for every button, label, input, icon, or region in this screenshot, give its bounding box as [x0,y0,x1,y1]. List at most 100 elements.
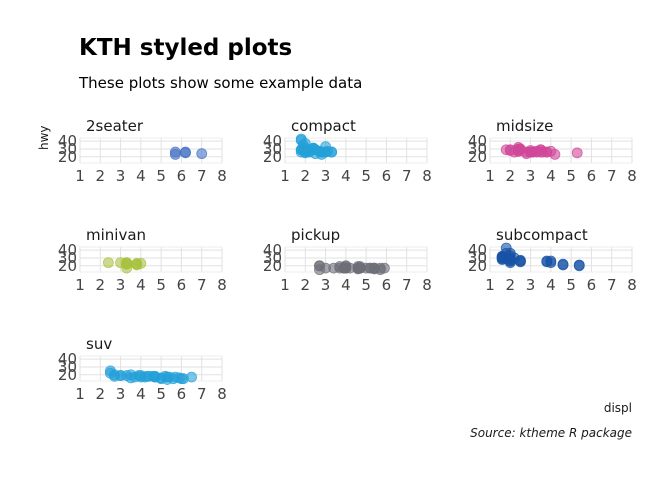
data-point [149,371,161,383]
y-tick-label: 20 [58,366,77,384]
y-tick-label: 40 [468,132,487,150]
data-point [196,148,208,160]
y-tick-label: 40 [58,132,77,150]
y-tick-label: 40 [468,241,487,259]
data-point [549,149,561,160]
x-tick-label: 4 [546,167,556,185]
x-tick-label: 1 [75,276,85,294]
x-tick-label: 6 [587,276,597,294]
x-tick-label: 1 [75,385,85,403]
x-tick-label: 5 [156,385,166,403]
x-tick-label: 4 [136,167,146,185]
data-point [500,144,512,156]
y-tick-label: 40 [58,241,77,259]
y-tick-label: 20 [468,148,487,166]
x-tick-label: 6 [587,167,597,185]
x-axis-label: displ [603,401,632,415]
x-tick-label: 5 [156,167,166,185]
x-tick-label: 4 [136,276,146,294]
y-tick-label: 20 [468,257,487,275]
x-tick-label: 2 [301,276,311,294]
x-tick-label: 8 [627,276,637,294]
x-tick-label: 3 [116,276,126,294]
x-tick-label: 1 [280,167,290,185]
x-tick-label: 6 [382,167,392,185]
y-tick-label: 30 [58,140,77,158]
data-point [531,145,543,157]
x-tick-label: 5 [156,276,166,294]
x-tick-label: 2 [301,167,311,185]
y-tick-label: 20 [263,148,282,166]
x-tick-label: 1 [485,276,495,294]
x-tick-label: 1 [280,276,290,294]
y-tick-label: 30 [468,249,487,267]
x-tick-label: 4 [341,167,351,185]
x-tick-label: 5 [361,167,371,185]
x-tick-label: 7 [402,276,412,294]
data-point [545,257,557,269]
x-tick-label: 6 [177,385,187,403]
x-tick-label: 8 [217,385,227,403]
facet-label: subcompact [496,226,588,244]
x-tick-label: 4 [136,385,146,403]
facet-label: compact [291,117,356,135]
y-tick-label: 30 [468,140,487,158]
data-point [571,147,583,159]
x-tick-label: 1 [75,167,85,185]
x-tick-label: 2 [506,167,516,185]
data-point [121,262,133,274]
x-tick-label: 5 [361,276,371,294]
data-point [354,262,366,274]
x-tick-label: 7 [197,385,207,403]
chart-title: KTH styled plots [79,35,293,61]
x-tick-label: 4 [546,276,556,294]
y-tick-label: 40 [263,241,282,259]
x-tick-label: 7 [607,276,617,294]
x-tick-label: 5 [566,167,576,185]
x-tick-label: 3 [526,167,536,185]
x-tick-label: 4 [341,276,351,294]
data-point [135,370,147,381]
data-point [508,252,520,264]
data-point [125,369,137,381]
x-tick-label: 7 [197,276,207,294]
y-tick-label: 40 [58,350,77,368]
data-point [557,258,569,270]
x-tick-label: 3 [116,385,126,403]
y-tick-label: 20 [58,257,77,275]
x-tick-label: 7 [197,167,207,185]
data-point [135,258,147,269]
x-tick-label: 6 [382,276,392,294]
x-tick-label: 8 [422,167,432,185]
data-point [169,149,181,160]
x-tick-label: 3 [526,276,536,294]
x-tick-label: 2 [96,385,106,403]
data-point [299,138,311,149]
data-point [109,370,120,382]
data-point [320,141,331,152]
x-tick-label: 6 [177,167,187,185]
x-tick-label: 1 [485,167,495,185]
x-tick-label: 7 [402,167,412,185]
data-point [340,260,352,272]
y-tick-label: 40 [263,132,282,150]
data-point [573,259,585,271]
x-tick-label: 8 [217,167,227,185]
data-point [103,257,114,269]
facet-label: minivan [86,226,146,244]
y-tick-label: 30 [263,140,282,158]
x-tick-label: 8 [627,167,637,185]
facet-label: 2seater [86,117,144,135]
data-point [161,371,173,383]
y-tick-label: 30 [58,249,77,267]
facet-label: pickup [291,226,340,244]
facet-label: suv [86,335,112,353]
y-tick-label: 20 [58,148,77,166]
